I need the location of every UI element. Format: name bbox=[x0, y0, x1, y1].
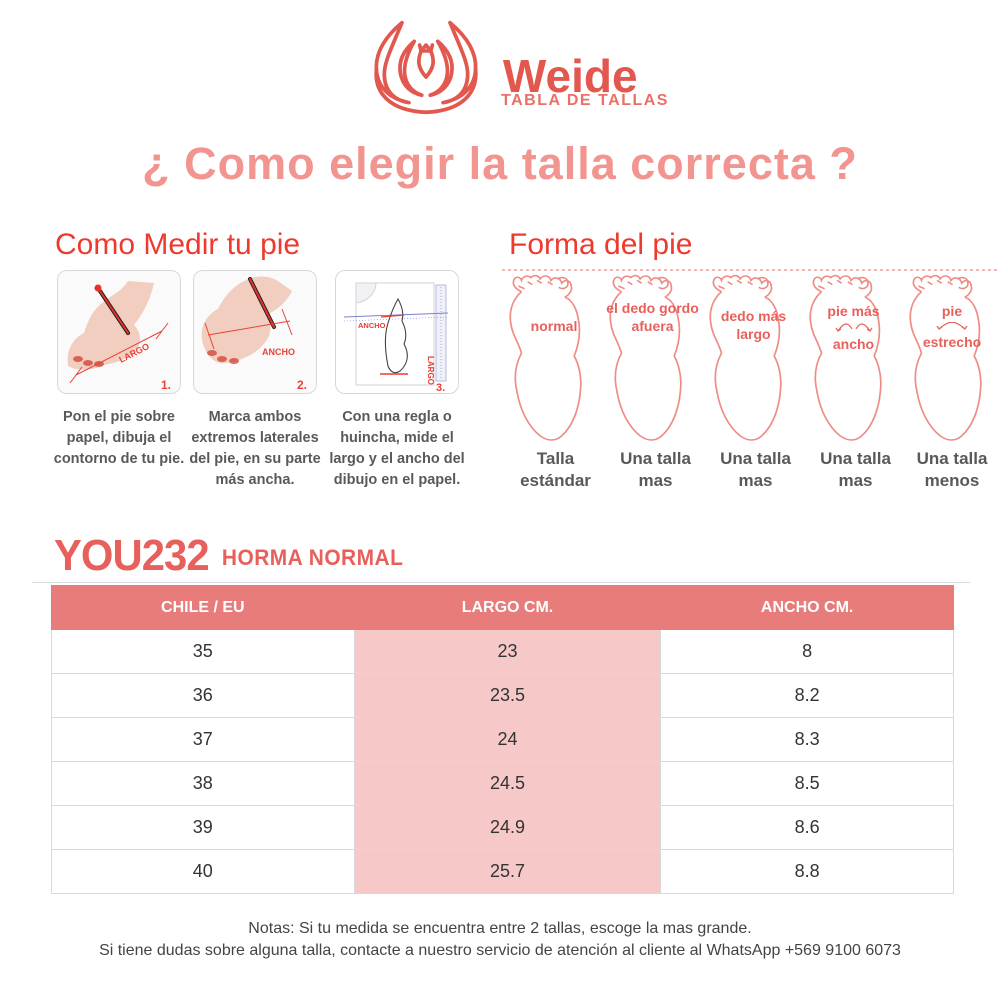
svg-text:3.: 3. bbox=[436, 382, 445, 394]
svg-text:2.: 2. bbox=[297, 378, 307, 392]
svg-text:ANCHO: ANCHO bbox=[262, 347, 295, 357]
svg-text:1.: 1. bbox=[161, 378, 171, 392]
svg-text:ANCHO: ANCHO bbox=[358, 321, 386, 330]
svg-text:LARGO: LARGO bbox=[426, 356, 435, 385]
